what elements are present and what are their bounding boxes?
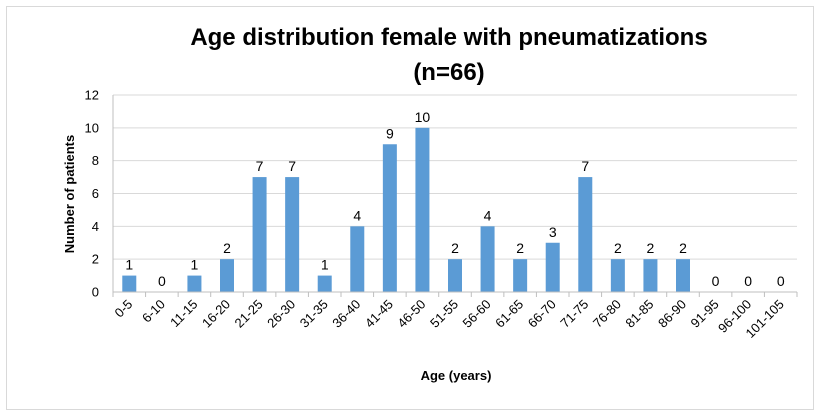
bar (350, 226, 365, 292)
x-tick-label: 11-15 (167, 297, 200, 330)
x-tick-label: 51-55 (427, 297, 461, 331)
x-tick-label: 81-85 (622, 297, 656, 331)
bar (643, 259, 658, 292)
bar (122, 275, 137, 292)
data-label: 0 (744, 273, 752, 289)
data-label: 7 (581, 158, 589, 174)
y-tick-labels: 0 2 4 6 8 10 12 (85, 88, 99, 300)
data-label: 10 (415, 109, 431, 125)
x-tick-label: 71-75 (557, 297, 591, 331)
data-label: 0 (777, 273, 785, 289)
bar (480, 226, 495, 292)
y-tick-label: 12 (85, 88, 99, 103)
y-tick-label: 0 (92, 285, 99, 300)
data-label: 2 (223, 240, 231, 256)
data-label: 3 (549, 224, 557, 240)
data-label: 2 (451, 240, 459, 256)
y-tick-label: 8 (92, 153, 99, 168)
bar (382, 144, 397, 292)
bar (415, 127, 430, 292)
bar (545, 242, 560, 292)
x-tick-labels: 0-5 6-10 11-1516-2021-2526-3031-3536-4041-… (112, 297, 787, 341)
bar (285, 177, 300, 292)
data-label: 7 (288, 158, 296, 174)
y-axis-title: Number of patients (62, 135, 77, 253)
x-tick-label: 46-50 (394, 297, 428, 331)
bar (676, 259, 690, 292)
x-tick-label: 36-40 (329, 297, 363, 331)
x-tick-label: 0-5 (112, 297, 136, 321)
y-tick-label: 6 (92, 186, 99, 201)
x-tick-label: 16-20 (199, 297, 233, 331)
bar (220, 259, 234, 292)
data-label: 9 (386, 125, 394, 141)
chart-title-line-2: (n=66) (413, 59, 484, 86)
data-label: 0 (158, 273, 166, 289)
chart-title-line-1: Age distribution female with pneumatizat… (190, 24, 707, 51)
data-label: 4 (353, 207, 361, 223)
bar (513, 259, 528, 292)
y-tick-label: 4 (92, 219, 99, 234)
bar (252, 177, 267, 292)
gridlines (113, 94, 797, 260)
x-tick-label: 21-25 (232, 297, 266, 331)
data-label: 0 (712, 273, 720, 289)
y-tick-label: 10 (85, 120, 99, 135)
x-tick-label: 61-65 (492, 297, 526, 331)
x-tick-label: 6-10 (139, 297, 168, 326)
chart-frame (6, 6, 814, 410)
data-label: 1 (321, 257, 329, 273)
data-label: 1 (125, 257, 133, 273)
x-tick-label: 26-30 (264, 297, 298, 331)
data-label: 4 (484, 207, 492, 223)
axes (112, 95, 798, 297)
bar (317, 275, 332, 292)
x-tick-label: 76-80 (590, 297, 624, 331)
data-label: 2 (516, 240, 524, 256)
x-tick-label: 86-90 (655, 297, 689, 331)
data-label: 2 (614, 240, 622, 256)
x-tick-label: 66-70 (525, 297, 559, 331)
bar (187, 275, 202, 292)
bars (122, 127, 690, 292)
x-axis-title: Age (years) (421, 368, 492, 383)
bar (448, 259, 462, 292)
data-label: 2 (679, 240, 687, 256)
x-tick-label: 31-35 (297, 297, 331, 331)
y-tick-label: 2 (92, 252, 99, 267)
data-label: 2 (647, 240, 655, 256)
x-tick-label: 41-45 (362, 297, 396, 331)
bar (610, 259, 625, 292)
bar (578, 177, 593, 292)
data-label: 7 (256, 158, 264, 174)
data-label: 1 (191, 257, 199, 273)
x-tick-label: 56-60 (460, 297, 494, 331)
